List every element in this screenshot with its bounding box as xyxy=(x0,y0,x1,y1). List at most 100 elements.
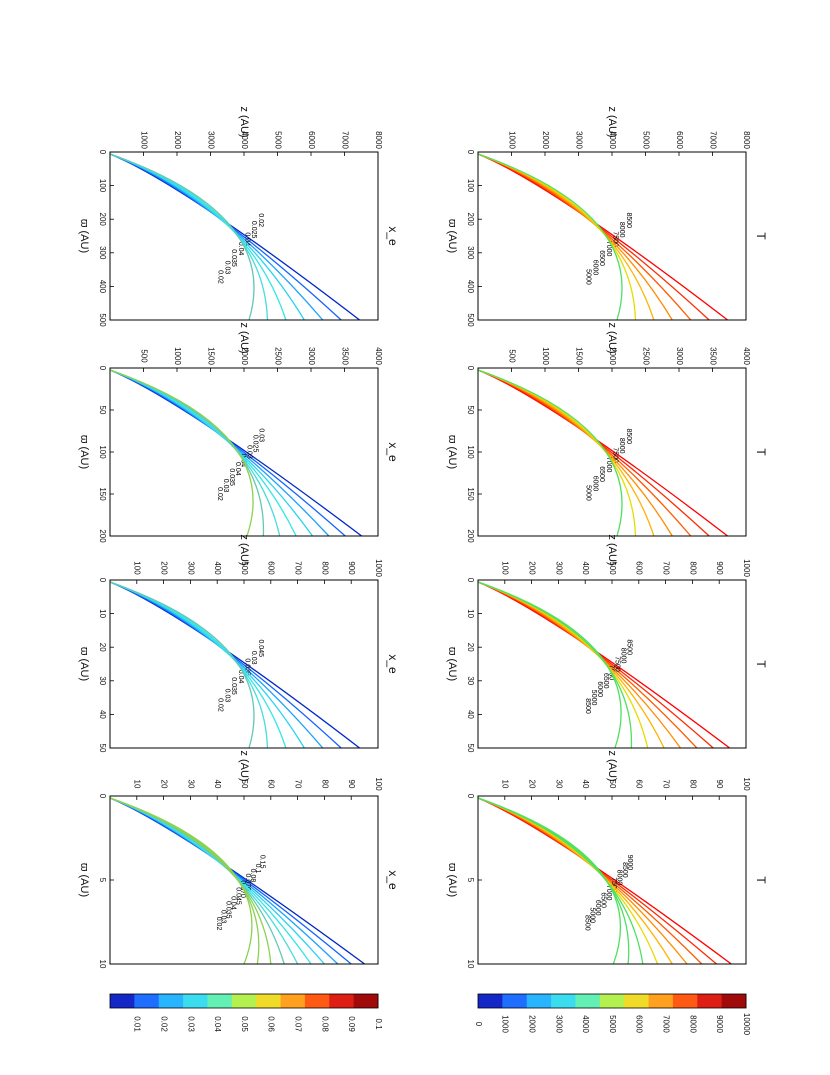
z-axis-label: z (AU) xyxy=(238,750,250,781)
contour-label: 6500 xyxy=(598,250,605,266)
z-tick-label: 30 xyxy=(554,780,563,789)
z-tick-label: 80 xyxy=(320,780,329,789)
contour-label: 0.02 xyxy=(217,698,224,712)
z-tick-label: 3000 xyxy=(675,347,684,365)
z-tick-label: 4000 xyxy=(742,347,751,365)
colorbar-frame xyxy=(109,993,379,1009)
panel-title: x_e xyxy=(386,226,400,246)
contour-label: 0.03 xyxy=(223,261,230,275)
w-tick-label: 100 xyxy=(98,179,107,193)
w-tick-label: 100 xyxy=(98,445,107,459)
contour-label: 8500 xyxy=(626,639,633,655)
w-tick-label: 10 xyxy=(98,960,107,969)
w-tick-label: 0 xyxy=(466,794,475,799)
z-tick-label: 500 xyxy=(240,561,249,575)
z-axis-label: z (AU) xyxy=(606,322,618,353)
contour-label: 5000 xyxy=(585,485,592,501)
contour-label: 5000 xyxy=(585,269,592,285)
w-tick-label: 10 xyxy=(466,960,475,969)
colorbar-tick-label: 0.1 xyxy=(374,1018,383,1030)
w-tick-label: 0 xyxy=(466,150,475,155)
colorbar-swatch xyxy=(697,994,723,1008)
w-tick-label: 0 xyxy=(466,578,475,583)
contour-label: 7500 xyxy=(610,877,617,893)
contour-label: 8500 xyxy=(625,212,632,228)
z-tick-label: 100 xyxy=(374,777,383,791)
z-tick-label: 20 xyxy=(527,780,536,789)
contour-label: 0.070 xyxy=(244,874,251,892)
contour-line xyxy=(477,153,692,321)
contour-label: 0.04 xyxy=(237,670,244,684)
z-tick-label: 100 xyxy=(501,561,510,575)
z-tick-label: 4000 xyxy=(240,131,249,149)
panel-ionization-3: 0.150.10.080.0700.0700.0450.040.0350.030… xyxy=(78,750,400,969)
colorbar-tick-label: 0.07 xyxy=(293,1016,302,1032)
z-tick-label: 2000 xyxy=(173,131,182,149)
colorbar-tick-label: 0.05 xyxy=(240,1016,249,1032)
w-tick-label: 150 xyxy=(98,487,107,501)
colorbar-tick-label: 5000 xyxy=(608,1015,617,1033)
contour-line xyxy=(109,153,342,321)
z-tick-label: 600 xyxy=(267,561,276,575)
colorbar-tick-label: 0 xyxy=(474,1022,483,1027)
contour-line xyxy=(477,797,703,965)
colorbar-swatch xyxy=(231,994,257,1008)
contour-label: 8500 xyxy=(625,428,632,444)
z-axis-label: z (AU) xyxy=(238,322,250,353)
w-tick-label: 50 xyxy=(98,406,107,415)
contour-label: 5000 xyxy=(590,690,597,706)
panel-title: x_e xyxy=(386,870,400,890)
z-tick-label: 80 xyxy=(688,780,697,789)
contour-line xyxy=(477,153,655,321)
contour-line xyxy=(109,797,365,965)
colorbar-swatch xyxy=(624,994,650,1008)
colorbar-swatch xyxy=(575,994,601,1008)
z-tick-label: 1000 xyxy=(173,347,182,365)
z-tick-label: 3000 xyxy=(574,131,583,149)
z-tick-label: 8000 xyxy=(374,131,383,149)
colorbar-ionization: 0.01 0.02 0.03 0.04 0.05 0.06 0.07 0.08 0.09 0.1 xyxy=(109,993,383,1032)
colorbar-swatch xyxy=(672,994,698,1008)
z-tick-label: 1000 xyxy=(541,347,550,365)
w-axis-label: ϖ (AU) xyxy=(446,219,458,253)
contour-line xyxy=(477,153,728,321)
z-axis-label: z (AU) xyxy=(238,534,250,565)
w-tick-label: 10 xyxy=(466,609,475,618)
z-tick-label: 6000 xyxy=(307,131,316,149)
w-tick-label: 20 xyxy=(98,643,107,652)
contour-line xyxy=(477,581,714,749)
contour-label: 6500 xyxy=(602,673,609,689)
z-tick-label: 2000 xyxy=(240,347,249,365)
contour-label: 0.035 xyxy=(228,468,235,486)
panel-title: x_e xyxy=(386,654,400,674)
z-tick-label: 8000 xyxy=(742,131,751,149)
contour-line xyxy=(109,369,330,537)
z-tick-label: 1500 xyxy=(206,347,215,365)
w-tick-label: 300 xyxy=(466,246,475,260)
colorbar-tick-label: 1000 xyxy=(501,1015,510,1033)
contour-line xyxy=(109,369,363,537)
w-axis-label: ϖ (AU) xyxy=(446,863,458,897)
colorbar-swatch xyxy=(256,994,282,1008)
z-tick-label: 90 xyxy=(347,780,356,789)
z-tick-label: 3500 xyxy=(340,347,349,365)
colorbar-tick-label: 6000 xyxy=(635,1015,644,1033)
contour-label: 6500 xyxy=(598,466,605,482)
z-axis-label: z (AU) xyxy=(606,534,618,565)
contour-line xyxy=(109,797,339,965)
contour-line xyxy=(477,369,673,537)
w-tick-label: 5 xyxy=(466,878,475,883)
contour-label: 6000 xyxy=(591,476,598,492)
colorbar-tick-label: 3000 xyxy=(554,1015,563,1033)
contour-line xyxy=(109,581,342,749)
z-tick-label: 600 xyxy=(635,561,644,575)
colorbar-swatch xyxy=(110,994,135,1008)
w-axis-label: ϖ (AU) xyxy=(446,435,458,469)
colorbar-tick-label: 8000 xyxy=(688,1015,697,1033)
colorbar-tick-label: 0.04 xyxy=(213,1016,222,1032)
contour-label: 8500 xyxy=(584,698,591,714)
